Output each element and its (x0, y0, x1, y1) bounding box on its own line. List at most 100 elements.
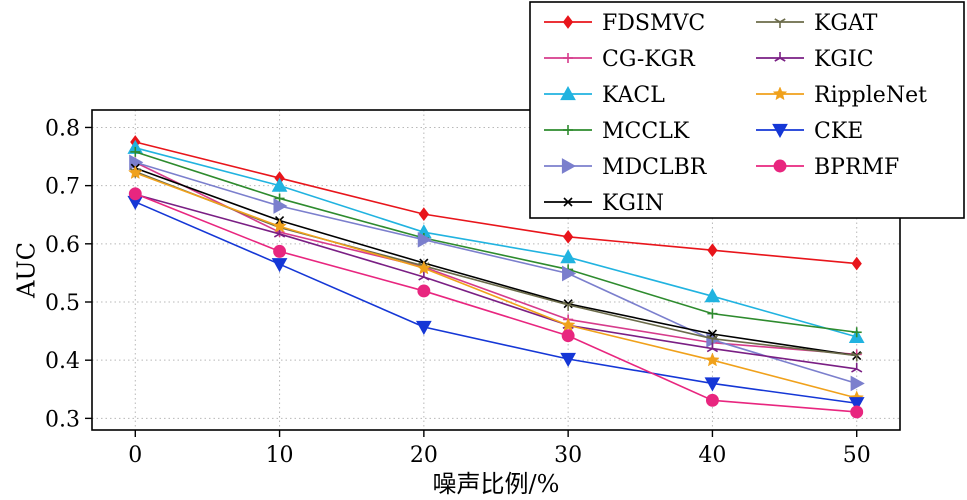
data-point (128, 187, 142, 201)
series-line (135, 151, 857, 334)
x-tick-label: 50 (843, 443, 871, 468)
data-point (772, 86, 788, 101)
legend-item-mcclk: MCCLK (544, 119, 690, 144)
legend-item-mdclbr: MDCLBR (544, 155, 708, 180)
legend-label: BPRMF (814, 155, 899, 180)
legend-label: RippleNet (814, 83, 927, 108)
data-point (561, 329, 575, 343)
series-line (135, 147, 857, 338)
data-point (560, 317, 576, 332)
data-point (704, 288, 721, 303)
data-point (705, 352, 720, 367)
legend-label: KACL (602, 83, 665, 108)
data-point (774, 18, 781, 23)
legend-label: CKE (814, 119, 863, 144)
data-point (706, 347, 713, 353)
data-point (418, 207, 429, 221)
legend-item-ripplenet: RippleNet (756, 83, 927, 108)
data-point (850, 375, 865, 392)
data-point (416, 260, 432, 275)
y-tick-label: 0.3 (45, 407, 80, 432)
data-point (272, 218, 287, 233)
x-tick-label: 30 (554, 443, 582, 468)
data-point (416, 320, 432, 336)
data-point (273, 233, 280, 238)
series-line (134, 161, 857, 356)
data-point (563, 197, 573, 207)
plot-frame (91, 109, 901, 431)
y-tick-label: 0.5 (45, 291, 80, 316)
legend-item-kacl: KACL (544, 83, 665, 108)
series-line (135, 193, 857, 370)
legend-item-fdsmvc: FDSMVC (544, 11, 705, 36)
legend: FDSMVC CG-KGR KACL MCCLK MDCLBR KGIN KGAT KGIC R… (529, 1, 965, 219)
data-point (850, 405, 864, 419)
data-point (851, 256, 862, 271)
data-point (774, 57, 781, 62)
data-point (561, 158, 577, 174)
data-point (707, 243, 718, 258)
data-point (772, 123, 788, 139)
y-tick-label: 0.6 (45, 233, 80, 258)
data-point (848, 397, 865, 412)
legend-label: CG-KGR (602, 47, 696, 72)
data-point (706, 342, 719, 353)
y-tick-label: 0.4 (45, 349, 80, 374)
series-layer (127, 135, 865, 419)
data-point (271, 177, 288, 192)
data-point (130, 146, 141, 157)
y-tick-label: 0.7 (45, 175, 80, 200)
data-point (562, 15, 574, 29)
data-point (563, 230, 574, 244)
x-tick-label: 40 (698, 443, 726, 468)
y-axis-label: AUC (13, 242, 41, 299)
legend-item-kgic: KGIC (756, 47, 874, 72)
data-point (851, 368, 858, 373)
data-point (562, 265, 577, 282)
legend-item-cke: CKE (756, 119, 863, 144)
series-cke (127, 195, 865, 412)
series-line (135, 141, 857, 265)
data-point (851, 362, 863, 373)
data-point (128, 165, 143, 180)
series-line (134, 193, 857, 413)
data-point (562, 301, 574, 311)
series-line (135, 167, 857, 357)
data-point (273, 244, 287, 258)
series-line (135, 161, 857, 385)
legend-label: KGIC (814, 47, 874, 72)
legend-label: MDCLBR (602, 155, 708, 180)
data-point (418, 276, 425, 281)
data-point (563, 197, 573, 207)
legend-label: MCCLK (602, 119, 690, 144)
x-axis-label: 噪声比例/% (433, 470, 560, 498)
data-point (563, 299, 573, 309)
data-point (712, 347, 719, 353)
data-point (706, 334, 713, 340)
data-point (779, 18, 786, 23)
data-point (567, 301, 574, 306)
data-point (707, 308, 718, 319)
data-point (704, 377, 721, 392)
data-point (423, 276, 430, 281)
data-point (851, 351, 858, 357)
data-point (562, 301, 569, 306)
legend-item-bprmf: BPRMF (756, 155, 899, 180)
data-point (271, 258, 288, 273)
grid (92, 110, 900, 430)
legend-label: FDSMVC (602, 11, 705, 36)
data-point (774, 18, 786, 28)
data-point (851, 327, 862, 338)
series-bprmf (128, 187, 864, 419)
legend-item-cg-kgr: CG-KGR (544, 47, 696, 72)
data-point (773, 159, 787, 173)
x-tick-label: 20 (410, 443, 438, 468)
legend-item-kgin: KGIN (544, 191, 664, 216)
data-point (560, 352, 576, 368)
legend-item-kgat: KGAT (756, 11, 878, 36)
data-point (705, 393, 719, 407)
data-point (560, 249, 576, 264)
data-point (563, 125, 573, 135)
data-point (563, 299, 573, 309)
